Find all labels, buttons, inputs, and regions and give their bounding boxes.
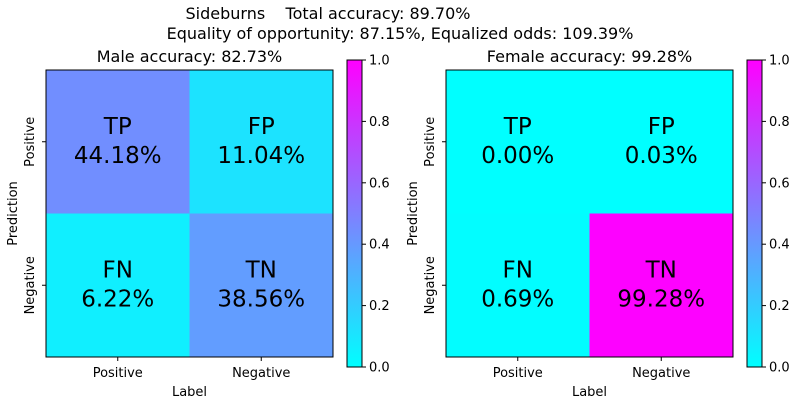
figure-title-line2: Equality of opportunity: 87.15%, Equaliz… xyxy=(167,24,634,43)
panel1-colorbar: 0.0 0.2 0.4 0.6 0.8 1.0 xyxy=(346,54,390,376)
panel1-cell-fn-value: 6.22% xyxy=(81,286,154,312)
panel1-colorbar-tick-label: 0.0 xyxy=(369,361,390,376)
panel1-x-tick-label: Negative xyxy=(232,366,290,381)
panel2-frame xyxy=(445,69,734,358)
panel2-cell-tp-value: 0.00% xyxy=(481,143,554,169)
panel1-x-tick-label: Positive xyxy=(93,366,143,381)
panel2-colorbar-tick-label: 0.8 xyxy=(769,115,790,130)
panel1-y-axis-label: Prediction xyxy=(6,181,21,246)
panel1-cell-fn-label: FN xyxy=(103,257,133,283)
panel1-colorbar-tick-label: 0.6 xyxy=(369,176,390,191)
panel1-cell-tp xyxy=(46,70,190,214)
panel2-cell-fn-label: FN xyxy=(503,257,533,283)
panel2-cell-fp-label: FP xyxy=(648,114,675,140)
panel2-colorbar: 0.0 0.2 0.4 0.6 0.8 1.0 xyxy=(746,54,790,376)
panel1-colorbar-gradient xyxy=(346,59,363,368)
panel2-cell-tn xyxy=(589,213,733,357)
panel2-cell-tn-label: TN xyxy=(645,257,677,283)
panel2-colorbar-gradient xyxy=(746,59,763,368)
panel2-colorbar-tick-label: 0.0 xyxy=(769,361,790,376)
panel2-title: Female accuracy: 99.28% xyxy=(487,47,692,66)
panel1-frame xyxy=(45,69,334,358)
panel2-cell-fn xyxy=(446,213,590,357)
panel1-y-tick-label: Negative xyxy=(23,256,38,314)
panel1-cell-fn xyxy=(46,213,190,357)
panel2-y-tick-label: Negative xyxy=(423,256,438,314)
panel1-cell-tp-label: TP xyxy=(103,114,132,140)
panel2-colorbar-tick-label: 1.0 xyxy=(769,54,790,69)
panel1-cell-fp xyxy=(189,70,333,214)
panel2-x-axis-label: Label xyxy=(572,385,607,400)
panel2-cell-fp-value: 0.03% xyxy=(625,143,698,169)
panel2-colorbar-tick-label: 0.2 xyxy=(769,299,790,314)
panel2-y-tick-label: Positive xyxy=(423,117,438,167)
panel1-cell-tn-label: TN xyxy=(245,257,277,283)
panel2-cell-tp-label: TP xyxy=(503,114,532,140)
panel2-cell-tn-value: 99.28% xyxy=(617,286,705,312)
panel1-colorbar-tick-label: 1.0 xyxy=(369,54,390,69)
panel1-colorbar-tick-label: 0.8 xyxy=(369,115,390,130)
panel1-cell-fp-label: FP xyxy=(248,114,275,140)
panel2-y-axis-label: Prediction xyxy=(406,181,421,246)
panel1-colorbar-tick-label: 0.4 xyxy=(369,238,390,253)
panel2-cell-tp xyxy=(446,70,590,214)
panel1-cell-fp-value: 11.04% xyxy=(217,143,305,169)
panel1-cell-tp-value: 44.18% xyxy=(74,143,162,169)
heatmap-panel-1: Male accuracy: 82.73% TP 44.18% FP 11.04% FN 6… xyxy=(6,47,390,400)
panel2-cell-fp xyxy=(589,70,733,214)
panel1-y-tick-label: Positive xyxy=(23,117,38,167)
panel2-colorbar-tick-label: 0.4 xyxy=(769,238,790,253)
figure-title-line1: Sideburns Total accuracy: 89.70% xyxy=(186,4,471,23)
panel1-cell-tn xyxy=(189,213,333,357)
heatmap-panel-2: Female accuracy: 99.28% TP 0.00% FP 0.03% FN 0… xyxy=(406,47,790,400)
panel1-cell-tn-value: 38.56% xyxy=(217,286,305,312)
panel2-x-tick-label: Positive xyxy=(493,366,543,381)
panel1-title: Male accuracy: 82.73% xyxy=(97,47,283,66)
panel2-cell-fn-value: 0.69% xyxy=(481,286,554,312)
panel1-colorbar-tick-label: 0.2 xyxy=(369,299,390,314)
panel2-x-tick-label: Negative xyxy=(632,366,690,381)
panel1-x-axis-label: Label xyxy=(172,385,207,400)
panel2-colorbar-tick-label: 0.6 xyxy=(769,176,790,191)
